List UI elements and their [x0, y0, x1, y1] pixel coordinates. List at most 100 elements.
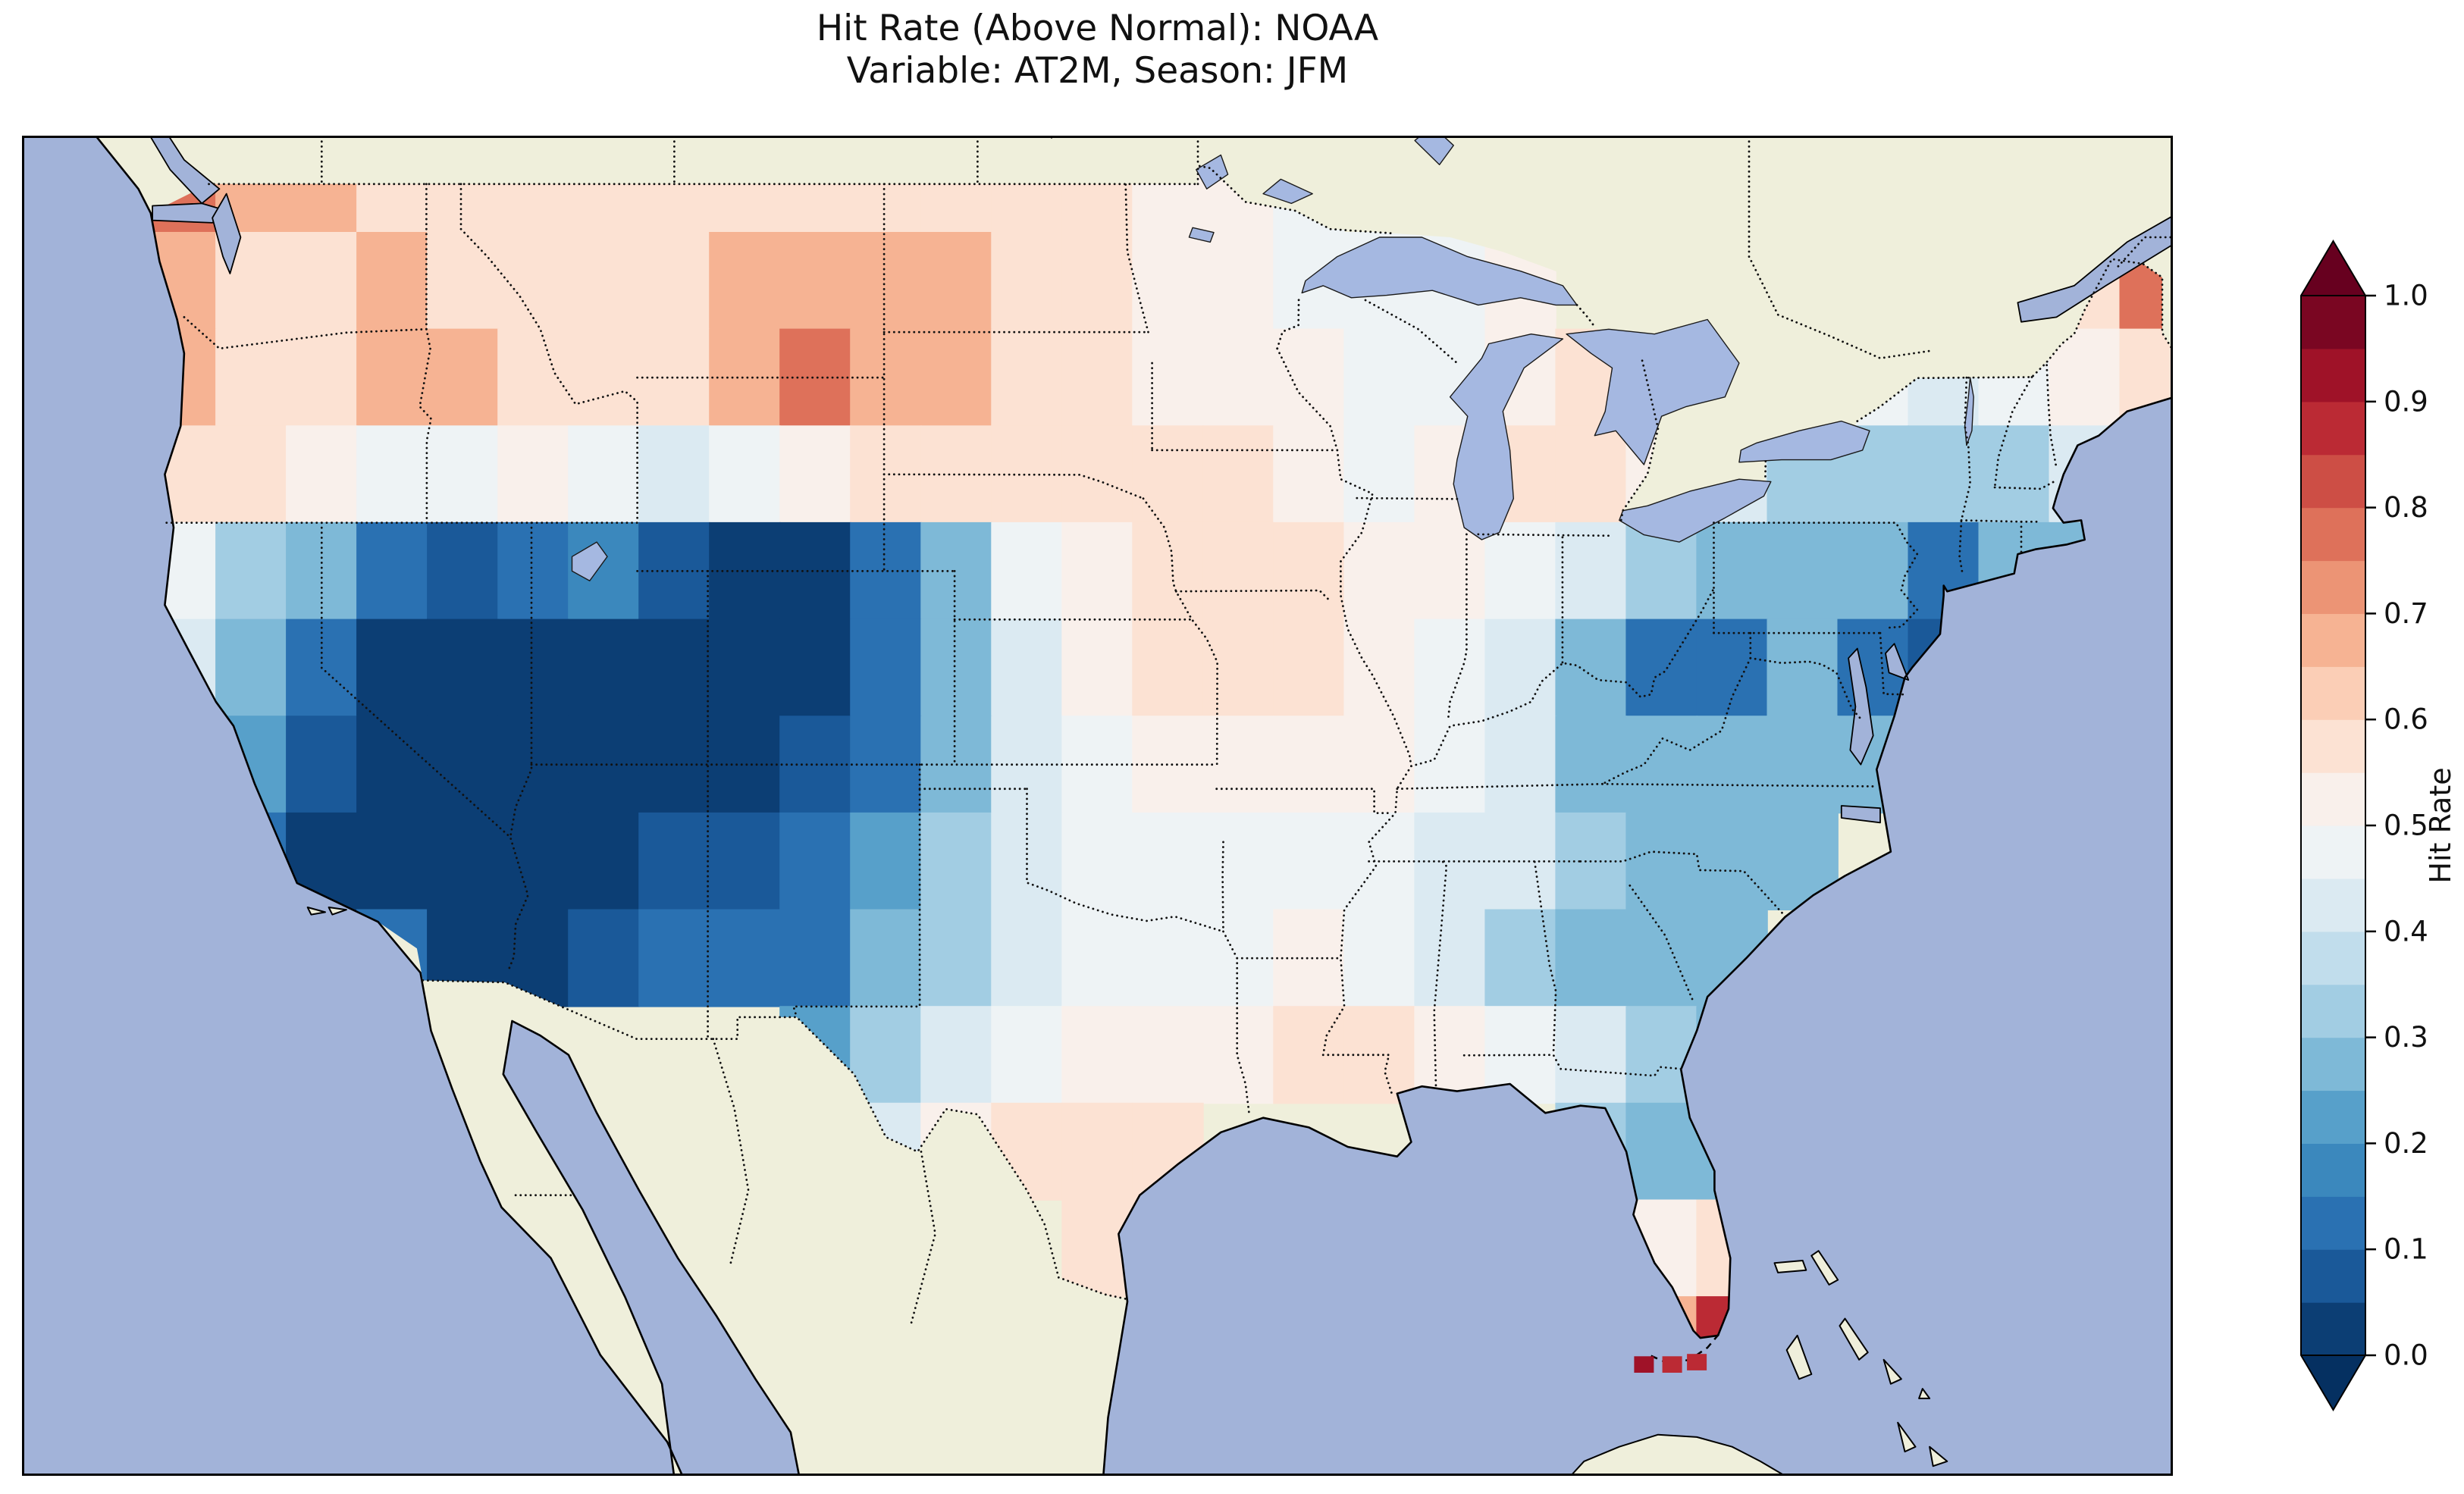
heatmap-cell — [1766, 521, 1839, 620]
heatmap-cell — [1625, 909, 1698, 1007]
island — [306, 907, 326, 916]
border-line — [1749, 631, 1864, 722]
heatmap-cell — [427, 425, 499, 524]
heatmap-cell — [1484, 812, 1556, 910]
heatmap-cell — [1273, 619, 1345, 717]
colorbar-band — [2301, 719, 2365, 773]
heatmap-cell — [1202, 1006, 1274, 1104]
heatmap-cell — [568, 232, 640, 330]
heatmap-cell — [1625, 619, 1698, 717]
border-line — [1993, 376, 2033, 489]
heatmap-cell — [709, 619, 781, 717]
water-body — [149, 136, 221, 205]
border-line — [1364, 299, 1459, 365]
colorbar-tick-label: 0.5 — [2384, 810, 2428, 842]
heatmap-cell — [920, 1006, 992, 1104]
heatmap-cell — [920, 812, 992, 910]
heatmap-cell — [1132, 425, 1204, 524]
colorbar-axis-label: Hit Rate — [2424, 767, 2457, 883]
heatmap-cell — [1273, 521, 1345, 620]
heatmap-cell — [568, 425, 640, 524]
island — [1918, 1388, 1931, 1399]
border-line — [1575, 304, 1596, 328]
heatmap-cell — [1343, 909, 1415, 1007]
heatmap-cell — [1273, 328, 1345, 427]
colorbar-band — [2301, 825, 2365, 879]
heatmap-cell — [1061, 521, 1133, 620]
heatmap-cell — [709, 812, 781, 910]
heatmap-cell — [1555, 619, 1627, 717]
island — [1773, 1260, 1807, 1273]
heatmap-cell — [1484, 521, 1556, 620]
heatmap-cell — [1132, 619, 1204, 717]
us-map-heatmap — [22, 136, 2173, 1476]
coastline — [94, 136, 2173, 1476]
heatmap-cell — [779, 619, 851, 717]
heatmap-cell — [356, 521, 428, 620]
lake — [1414, 136, 1454, 165]
heatmap-cell — [497, 232, 569, 330]
colorbar-band — [2301, 507, 2365, 562]
island — [328, 907, 347, 916]
heatmap-cell — [850, 328, 922, 427]
heatmap-cell — [1132, 521, 1204, 620]
heatmap-cell — [1555, 909, 1627, 1007]
border-line — [1196, 164, 1395, 235]
heatmap-cell — [1687, 1354, 1707, 1370]
border-line — [712, 1038, 750, 1264]
heatmap-cell — [638, 521, 710, 620]
colorbar-tick-label: 0.1 — [2384, 1233, 2428, 1266]
heatmap-cell — [356, 328, 428, 427]
border-line — [1410, 587, 1715, 768]
heatmap-cell — [1696, 716, 1768, 814]
island — [1839, 1317, 1869, 1361]
heatmap-cell — [1625, 812, 1698, 910]
heatmap-cell — [920, 425, 992, 524]
colorbar-band — [2301, 1249, 2365, 1303]
heatmap-cell — [709, 328, 781, 427]
heatmap-cell — [638, 812, 710, 910]
heatmap-cell — [1484, 619, 1556, 717]
heatmap-cell — [779, 521, 851, 620]
island — [1785, 1334, 1813, 1380]
border-line — [1879, 631, 1908, 696]
lake — [1738, 420, 1870, 463]
colorbar-tick-label: 0.6 — [2384, 703, 2428, 736]
heatmap-cell — [497, 521, 569, 620]
border-line — [1433, 860, 1448, 1089]
heatmap-cell — [1343, 425, 1415, 524]
heatmap-cell — [1273, 909, 1345, 1007]
border-line — [1396, 782, 1603, 791]
heatmap-cell — [638, 716, 710, 814]
island — [1929, 1445, 1948, 1467]
heatmap-cell — [427, 521, 499, 620]
heatmap-cell — [215, 619, 287, 717]
water-body — [2017, 215, 2173, 323]
border-line — [1713, 521, 1919, 629]
heatmap-cell — [1766, 716, 1839, 814]
border-line — [1748, 136, 1931, 360]
colorbar-tick-label: 1.0 — [2384, 280, 2428, 312]
water-body — [1840, 805, 1881, 824]
heatmap-cell — [1343, 328, 1415, 427]
heatmap-cell — [1414, 521, 1486, 620]
heatmap-cell — [215, 521, 287, 620]
border-line — [1601, 782, 1878, 788]
heatmap-cell — [1061, 232, 1133, 330]
colorbar-band — [2301, 931, 2365, 985]
heatmap-cell — [920, 909, 992, 1007]
colorbar-band — [2301, 1143, 2365, 1197]
heatmap-cell — [850, 1006, 922, 1104]
heatmap-cell — [1202, 812, 1274, 910]
heatmap-cell — [850, 425, 922, 524]
heatmap-cell — [991, 1006, 1063, 1104]
heatmap-cell — [427, 232, 499, 330]
heatmap-cell — [1061, 619, 1133, 717]
water-body — [1848, 647, 1874, 766]
heatmap-cell — [1273, 812, 1345, 910]
border-line — [183, 316, 428, 350]
heatmap-cell — [286, 328, 358, 427]
lake — [1964, 377, 1974, 446]
heatmap-cell — [1061, 812, 1133, 910]
